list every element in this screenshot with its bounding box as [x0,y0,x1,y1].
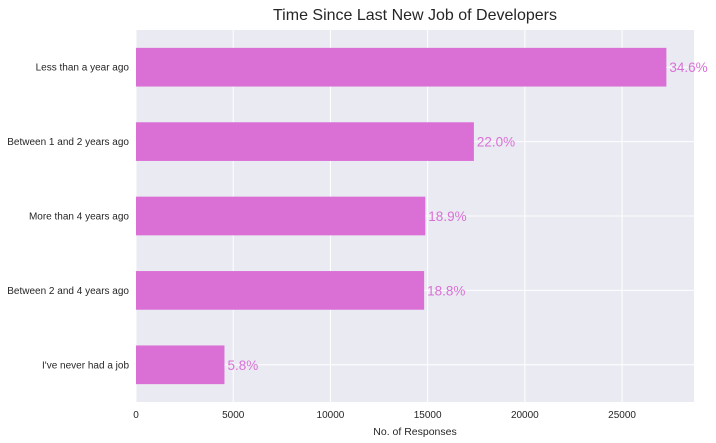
category-label: I've never had a job [42,360,129,371]
x-tick-label: 25000 [608,410,636,421]
x-tick-label: 10000 [317,410,345,421]
bar [136,122,474,161]
x-tick-label: 5000 [222,410,245,421]
x-axis-label: No. of Responses [373,426,456,438]
data-label: 18.9% [428,209,466,224]
category-label: More than 4 years ago [29,212,129,223]
x-tick-label: 0 [133,410,139,421]
category-label: Less than a year ago [36,63,130,74]
x-tick-label: 15000 [414,410,442,421]
chart-title: Time Since Last New Job of Developers [273,7,557,24]
bar [136,196,426,236]
category-label: Between 2 and 4 years ago [7,286,129,297]
data-label: 34.6% [669,60,707,75]
x-tick-label: 20000 [511,410,539,421]
data-label: 5.8% [227,358,258,373]
bar [136,345,225,385]
category-labels: Less than a year ago Between 1 and 2 year… [7,63,129,372]
data-labels: 34.6% 22.0% 18.9% 18.8% 5.8% [227,60,707,373]
data-label: 22.0% [477,135,515,150]
bar [136,47,667,87]
category-label: Between 1 and 2 years ago [7,137,129,148]
bar [136,271,425,310]
data-label: 18.8% [427,283,465,298]
bars-group [136,47,667,385]
x-tick-labels: 0 5000 10000 15000 20000 25000 [133,410,636,421]
